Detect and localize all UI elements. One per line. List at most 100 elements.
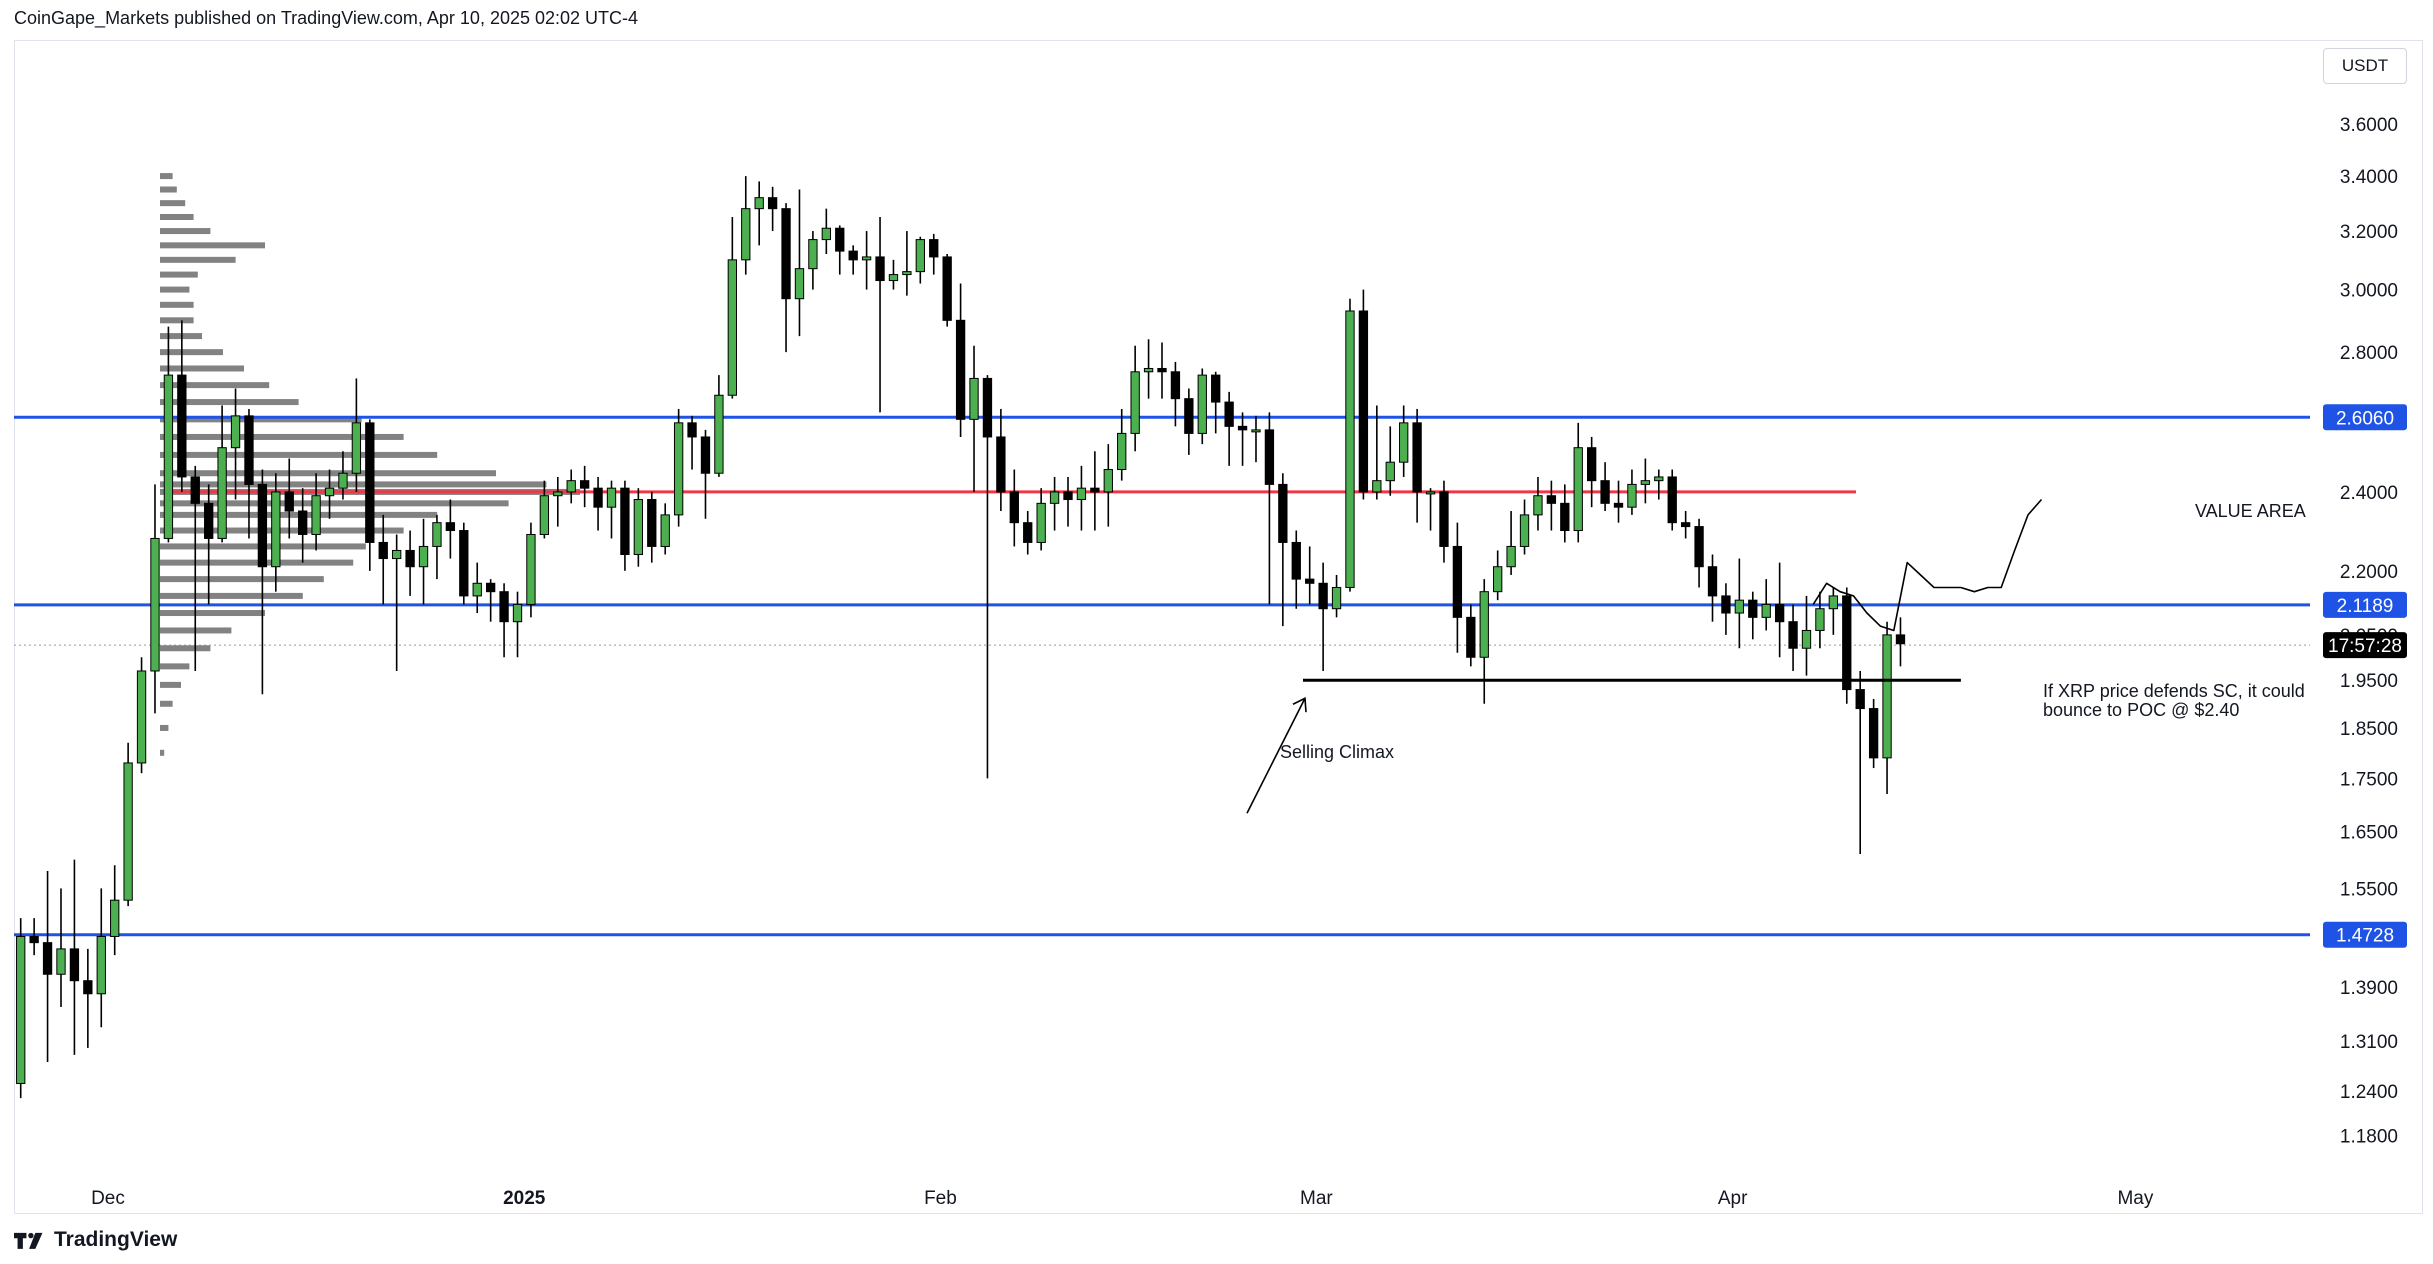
time-tick-label: Feb	[924, 1188, 957, 1209]
volume-profile-bar	[160, 286, 190, 293]
candle-up	[1506, 545, 1516, 568]
countdown-badge-box	[2323, 632, 2407, 659]
price-axis: 3.6000 3.4000 3.2000 3.0000 2.8000 2.4000 2.20…	[2340, 115, 2398, 1147]
candle-down	[1063, 491, 1073, 501]
volume-profile-bar	[160, 576, 324, 583]
candle-down	[620, 487, 630, 555]
candle-up	[512, 603, 523, 623]
volume-profile-bar	[160, 416, 362, 423]
candle-up	[472, 582, 482, 597]
candle-down	[177, 374, 187, 478]
candle-up	[1345, 310, 1355, 588]
candle-up	[1049, 491, 1060, 504]
candle-down	[459, 530, 469, 597]
candle-up	[1385, 461, 1395, 482]
volume-profile-bar	[160, 173, 173, 180]
volume-profile-bar	[160, 242, 265, 249]
candle-up	[123, 762, 133, 901]
volume-profile-bar	[160, 433, 404, 440]
candle-up	[741, 208, 751, 261]
volume-profile-bar	[160, 200, 186, 207]
candle-down	[955, 319, 966, 420]
price-tick-label: 3.6000	[2340, 115, 2398, 136]
candle-down	[1600, 480, 1610, 504]
price-tick-label: 1.3900	[2340, 978, 2398, 999]
price-tick-label: 1.2400	[2340, 1082, 2398, 1103]
volume-profile-bar	[160, 724, 169, 731]
candle-down	[1264, 429, 1275, 485]
time-tick-label: 2025	[503, 1188, 546, 1209]
candle-up	[794, 268, 805, 300]
footer-brand[interactable]: TradingView	[14, 1228, 177, 1252]
candle-up	[1519, 514, 1530, 547]
candle-down	[499, 591, 509, 623]
candle-up	[1130, 371, 1140, 434]
candle-up	[1882, 634, 1892, 759]
volume-profile-bar	[160, 382, 270, 389]
candle-up	[1828, 595, 1839, 610]
candle-up	[539, 495, 550, 535]
time-tick-label: Mar	[1300, 1188, 1333, 1209]
candle-up	[1143, 367, 1154, 373]
candle-up	[311, 495, 321, 535]
candle-up	[1076, 487, 1087, 501]
candle-down	[445, 522, 456, 532]
candle-up	[150, 537, 160, 672]
candle-down	[365, 422, 375, 543]
candle-down	[1667, 476, 1677, 524]
candle-up	[432, 522, 442, 547]
selling-climax-arrow	[1246, 697, 1306, 814]
candle-down	[1278, 483, 1288, 543]
volume-profile-bar	[160, 301, 194, 308]
volume-profile-bar	[160, 333, 202, 340]
candle-up	[861, 256, 872, 261]
candle-down	[781, 208, 791, 300]
candle-up	[606, 487, 617, 508]
currency-selector[interactable]: USDT	[2323, 48, 2407, 84]
candle-down	[1868, 708, 1879, 759]
volume-profile-bar	[160, 681, 181, 688]
volume-profile-bar	[160, 365, 244, 372]
low-support-price-badge-box	[2323, 921, 2407, 948]
volume-profile-bar	[160, 451, 438, 458]
candle-up	[1815, 608, 1825, 631]
candle-down	[767, 197, 778, 210]
candle-up	[714, 394, 724, 474]
candle-up	[1117, 432, 1127, 471]
time-tick-label: Apr	[1718, 1188, 1748, 1209]
candle-up	[1654, 476, 1664, 482]
candle-up	[660, 514, 670, 547]
volume-profile-bar	[160, 317, 194, 324]
candle-up	[1036, 502, 1046, 543]
candle-down	[1895, 634, 1906, 645]
candle-down	[1613, 502, 1624, 508]
time-tick-label: Dec	[91, 1188, 125, 1209]
candle-down	[835, 227, 845, 252]
value-area-label: VALUE AREA	[2195, 501, 2306, 521]
candle-up	[633, 499, 644, 555]
support-price-badge: 2.1189	[2337, 596, 2394, 617]
candle-down	[1855, 689, 1865, 710]
candle-down	[700, 436, 711, 474]
candle-down	[1774, 603, 1785, 623]
volume-profile-bar	[160, 349, 223, 356]
candle-up	[163, 374, 174, 539]
candle-up	[1331, 586, 1342, 610]
note-line-1: If XRP price defends SC, it could	[2043, 681, 2305, 701]
candle-down	[1009, 491, 1019, 524]
candle-down	[1439, 491, 1449, 547]
candle-down	[1358, 310, 1369, 493]
price-tick-label: 2.4000	[2340, 483, 2398, 504]
candle-down	[1721, 595, 1731, 614]
candle-up	[1103, 469, 1113, 493]
candle-down	[378, 541, 388, 560]
price-tick-label: 1.9500	[2340, 671, 2398, 692]
candle-down	[1412, 422, 1422, 493]
candle-up	[969, 377, 979, 420]
candles	[16, 176, 1906, 1099]
volume-profile-bar	[160, 749, 165, 756]
candle-up	[902, 271, 912, 276]
candle-up	[566, 480, 576, 493]
candle-up	[1479, 591, 1489, 658]
